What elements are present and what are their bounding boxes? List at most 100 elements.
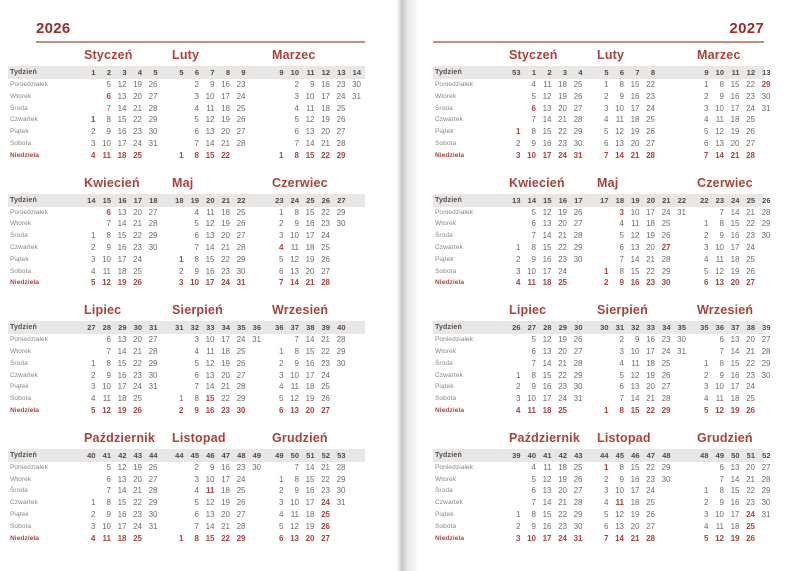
day-cell: 23 [221,405,230,415]
day-cell: 10 [102,521,111,531]
day-cell: 29 [573,370,583,380]
day-cell: 15 [630,80,640,89]
day-cell: 27 [236,509,246,519]
day-numbers-group: 3 10 17 24 31 [593,346,686,358]
day-cell: 21 [558,498,567,508]
day-cell: 25 [236,207,246,217]
week-number: 40 [87,450,96,460]
holiday-day-cell: 1 [604,462,609,472]
day-cell: 20 [646,382,655,392]
weekday-label: Niedziela [435,406,465,414]
week-number: 14 [352,68,361,77]
day-cell [505,91,521,103]
day-cell: 9 [719,370,724,380]
day-cell [268,462,284,474]
day-numbers-group: 3 10 17 24 31 [268,497,345,509]
day-cell: 16 [646,335,655,345]
day-cell: 31 [573,394,583,404]
week-number: 39 [762,323,771,333]
week-numbers-group: 49 50 51 52 53 [268,449,345,462]
day-cell: 31 [677,207,686,217]
day-cell: 20 [558,219,567,229]
week-number: 6 [619,68,624,77]
day-cell: 22 [746,80,755,89]
day-cell: 5 [106,80,111,89]
weekday-row: Niedziela 4 11 18 25 1 8 15 22 29 5 12 19 26 [433,405,764,417]
day-cell: 20 [558,486,567,496]
day-cell: 26 [573,91,583,101]
day-cell: 2 [91,127,96,137]
day-cell [655,533,671,545]
weekday-label: Środa [10,232,28,240]
week-numbers-group: 5 6 7 8 9 [168,66,245,79]
day-numbers-group: 6 13 20 27 [168,509,261,521]
day-cell: 29 [761,486,771,496]
year-label: 2026 [36,20,71,37]
day-cell [593,370,609,382]
week-number: 32 [631,323,640,333]
week-number: 10 [715,68,724,77]
day-cell [671,266,687,278]
day-cell: 24 [558,266,567,276]
weekday-label: Czwartek [10,116,38,124]
day-cell: 7 [106,219,111,229]
day-cell: 19 [117,278,127,288]
week-number: 45 [615,450,624,460]
day-cell: 5 [704,533,709,543]
day-numbers-group: 1 8 15 22 29 [693,358,770,370]
day-cell: 11 [290,382,299,392]
day-numbers-group: 3 10 17 24 31 [80,521,157,533]
day-cell: 25 [236,346,246,356]
day-cell: 3 [279,231,284,241]
day-cell [330,509,346,521]
day-cell: 3 [279,498,284,508]
day-cell: 26 [236,358,246,368]
day-cell: 2 [619,335,624,345]
week-numbers-row: Tydzień 39 40 41 42 43 44 45 46 47 48 48 49 50 51 52 [433,448,771,462]
week-number: 6 [194,68,199,77]
day-cell: 7 [106,103,111,113]
weekday-row: Niedziela 4 11 18 25 1 8 15 22 29 6 13 20 27 [8,533,365,545]
day-cell: 22 [646,462,655,472]
weekday-label: Wtorek [10,220,32,228]
day-numbers-group: 5 12 19 26 [168,497,261,509]
day-numbers-group: 6 13 20 27 [80,207,158,219]
day-cell: 23 [236,462,246,472]
day-cell: 19 [305,394,315,404]
holiday-day-cell: 25 [746,521,755,531]
day-cell: 29 [148,498,158,508]
day-cell: 27 [646,521,655,531]
day-cell: 9 [210,462,215,472]
day-cell: 3 [619,346,624,356]
day-numbers-group: 7 14 21 28 [693,474,771,486]
week-number: 9 [704,68,709,77]
week-numbers-row: Tydzień 26 27 28 29 30 30 31 32 33 34 35 35 36 37 38 39 [433,321,771,335]
day-cell: 2 [194,462,199,472]
day-cell: 5 [294,115,299,125]
month-title: Kwiecień [84,175,140,190]
day-cell: 17 [646,207,655,217]
day-cell: 4 [91,394,96,404]
day-cell: 25 [746,394,755,404]
day-cell: 5 [619,370,624,380]
day-numbers-group: 2 9 16 23 30 [268,79,361,91]
month-titles-row: Październik Listopad Grudzień [8,430,365,449]
day-cell: 8 [531,127,536,137]
day-cell: 3 [294,91,299,101]
week-number: 11 [731,68,740,77]
week-number: 24 [731,195,740,205]
week-number: 33 [206,323,215,333]
day-cell: 5 [194,358,199,368]
day-numbers-group: 1 8 15 22 29 [80,114,157,126]
week-number: 4 [578,68,583,77]
day-numbers-group: 2 9 16 23 30 [593,277,686,289]
weekday-label: Piątek [435,255,454,263]
day-cell [142,405,158,417]
day-cell: 15 [542,242,552,252]
day-cell [671,242,687,254]
week-number: 24 [290,195,299,205]
day-numbers-group: 2 9 16 23 30 [268,218,345,230]
day-cell: 11 [615,115,624,125]
day-cell: 21 [558,358,567,368]
day-cell: 18 [305,382,315,392]
